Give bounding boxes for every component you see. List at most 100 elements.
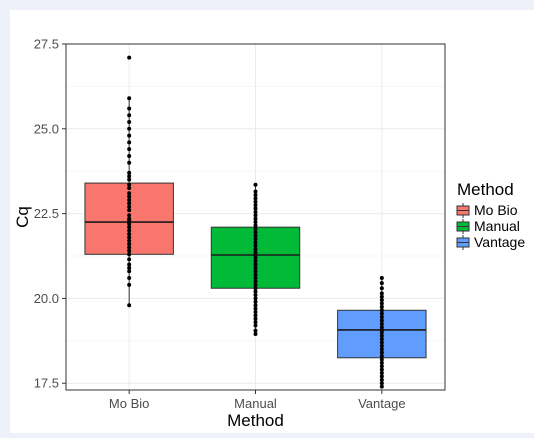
data-point-manual [253,226,258,231]
data-point-manual [253,206,258,211]
data-point-vantage [379,357,384,362]
data-point-manual [253,237,258,242]
data-point-vantage [379,354,384,359]
data-point-manual [253,286,258,291]
data-point-vantage [379,381,384,386]
data-point-mo-bio [127,182,132,187]
data-point-mo-bio [127,153,132,158]
data-point-manual [253,259,258,264]
data-point-manual [253,303,258,308]
data-point-manual [253,299,258,304]
data-point-mo-bio [127,113,132,118]
data-point-vantage [379,298,384,303]
data-point-vantage [379,377,384,382]
data-point-manual [253,182,258,187]
data-point-manual [253,279,258,284]
data-point-vantage [379,286,384,291]
legend-label-mo-bio: Mo Bio [474,202,518,218]
data-point-vantage [379,374,384,379]
data-point-manual [253,209,258,214]
data-point-vantage [379,294,384,299]
data-point-mo-bio [127,198,132,203]
data-point-mo-bio [127,262,132,267]
point-group [127,55,384,389]
x-axis: Mo Bio Manual Vantage [109,390,406,411]
data-point-mo-bio [127,126,132,131]
data-point-mo-bio [127,269,132,274]
data-point-manual [253,203,258,208]
data-point-manual [253,233,258,238]
data-point-vantage [379,308,384,313]
data-point-manual [253,306,258,311]
data-point-mo-bio [127,257,132,262]
data-point-vantage [379,301,384,306]
data-point-mo-bio [127,55,132,60]
y-tick-label: 27.5 [34,37,59,52]
data-point-manual [253,320,258,325]
data-point-mo-bio [127,133,132,138]
x-axis-title: Method [227,411,284,430]
data-point-manual [253,296,258,301]
data-point-manual [253,269,258,274]
y-tick-label: 20.0 [34,291,59,306]
data-point-manual [253,313,258,318]
y-tick-label: 25.0 [34,121,59,136]
data-point-manual [253,243,258,248]
data-point-mo-bio [127,106,132,111]
data-point-vantage [379,321,384,326]
data-point-mo-bio [127,225,132,230]
data-point-vantage [379,337,384,342]
data-point-mo-bio [127,228,132,233]
x-tick-label: Mo Bio [109,396,149,411]
data-point-mo-bio [127,252,132,257]
data-point-mo-bio [127,208,132,213]
data-point-mo-bio [127,174,132,179]
data-point-mo-bio [127,248,132,253]
x-tick-label: Vantage [358,396,405,411]
data-point-mo-bio [127,221,132,226]
data-point-manual [253,309,258,314]
data-point-mo-bio [127,204,132,209]
data-point-mo-bio [127,201,132,206]
data-point-vantage [379,360,384,365]
data-point-mo-bio [127,186,132,191]
x-tick-label: Manual [234,396,277,411]
data-point-manual [253,332,258,337]
data-point-mo-bio [127,238,132,243]
data-point-vantage [379,276,384,281]
data-point-mo-bio [127,194,132,199]
data-point-mo-bio [127,216,132,221]
data-point-mo-bio [127,231,132,236]
data-point-vantage [379,315,384,320]
data-point-vantage [379,281,384,286]
data-point-manual [253,216,258,221]
data-point-mo-bio [127,191,132,196]
data-point-vantage [379,311,384,316]
data-point-vantage [379,347,384,352]
data-point-vantage [379,371,384,376]
data-point-manual [253,230,258,235]
y-axis-title: Cq [13,206,32,228]
data-point-manual [253,196,258,201]
data-point-manual [253,250,258,255]
data-point-vantage [379,304,384,309]
data-point-mo-bio [127,265,132,270]
data-point-manual [253,323,258,328]
legend-title: Method [457,180,514,199]
data-point-manual [253,189,258,194]
y-tick-label: 22.5 [34,206,59,221]
data-point-mo-bio [127,140,132,145]
data-point-mo-bio [127,242,132,247]
y-tick-label: 17.5 [34,376,59,391]
data-point-mo-bio [127,160,132,165]
data-point-mo-bio [127,147,132,152]
data-point-manual [253,192,258,197]
data-point-vantage [379,350,384,355]
y-axis: 17.5 20.0 22.5 25.0 27.5 [34,37,66,391]
data-point-mo-bio [127,177,132,182]
data-point-manual [253,223,258,228]
data-point-vantage [379,291,384,296]
data-point-manual [253,247,258,252]
data-point-mo-bio [127,213,132,218]
